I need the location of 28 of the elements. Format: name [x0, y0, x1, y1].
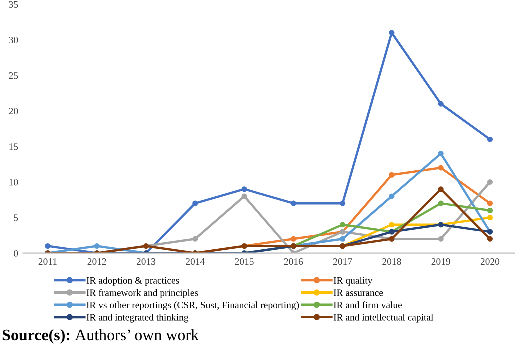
x-tick-label: 2014 [186, 258, 205, 266]
x-tick-label: 2017 [334, 258, 352, 266]
x-tick-label: 2015 [235, 258, 254, 266]
legend-label: IR and firm value [334, 302, 402, 309]
y-tick-label: 10 [10, 179, 18, 186]
text: Authors’ own work [75, 329, 200, 341]
x-tick-label: 2016 [284, 258, 304, 266]
legend-label: IR assurance [334, 290, 384, 296]
x-tick-label: 2011 [38, 258, 57, 266]
legend-label: IR adoption & practices [86, 277, 180, 286]
x-tick-label: 2013 [136, 258, 156, 266]
y-tick-label: 5 [14, 214, 18, 222]
x-tick-label: 2018 [382, 258, 402, 266]
y-tick-label: 0 [14, 250, 18, 257]
x-tick-label: 2020 [480, 258, 500, 266]
y-tick-label: 15 [10, 144, 18, 150]
legend-label: IR and intellectual capital [334, 314, 434, 323]
y-tick-label: 30 [9, 36, 18, 44]
y-tick-label: 35 [9, 1, 18, 8]
y-tick-label: 25 [9, 72, 18, 80]
legend-label: IR and integrated thinking [86, 314, 189, 323]
legend-label: IR framework and principles [86, 289, 198, 298]
source-note: Source(s): [2, 329, 70, 344]
x-tick-label: 2012 [88, 258, 106, 266]
legend-label: IR vs other reportings (CSR, Sust, Financial reporting) [86, 302, 300, 311]
y-tick-label: 20 [9, 108, 18, 115]
legend-label: IR quality [334, 277, 373, 286]
x-tick-label: 2019 [432, 258, 450, 266]
